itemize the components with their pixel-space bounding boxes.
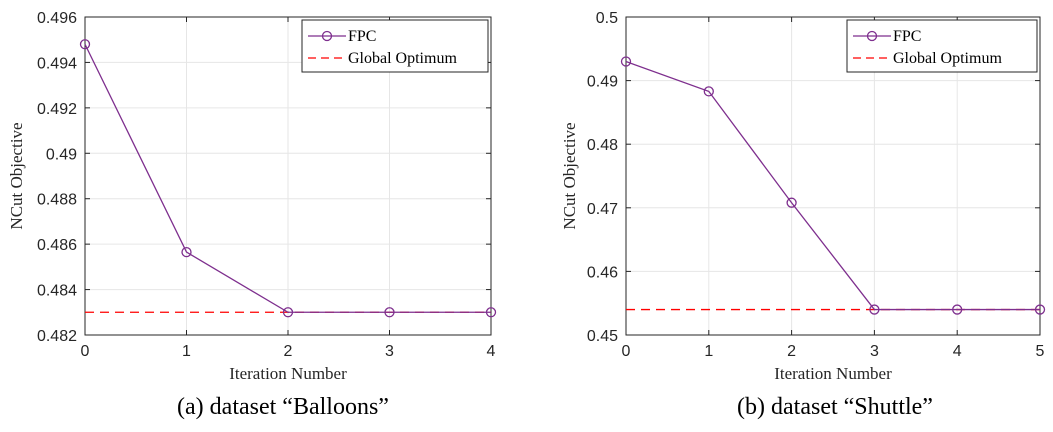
chart-shuttle: 0 1 2 3 4 5 0.45 0.46 0.47 0.48 0.49 0.5 Iteration N… — [527, 0, 1053, 390]
x-tick-label: 3 — [870, 343, 879, 360]
y-tick-label: 0.49 — [587, 74, 618, 91]
y-axis-label: NCut Objective — [560, 122, 579, 229]
x-tick-label: 1 — [704, 343, 713, 360]
y-tick-label: 0.5 — [596, 10, 618, 27]
x-tick-label: 2 — [284, 343, 293, 360]
y-tick-label: 0.46 — [587, 264, 618, 281]
x-axis-label: Iteration Number — [229, 364, 347, 383]
y-tick-label: 0.47 — [587, 201, 618, 218]
y-axis-label: NCut Objective — [7, 122, 26, 229]
y-tick-label: 0.494 — [37, 55, 77, 72]
x-tick-label: 4 — [953, 343, 962, 360]
x-tick-label: 5 — [1036, 343, 1045, 360]
legend-optimum-label: Global Optimum — [348, 50, 457, 67]
x-tick-label: 0 — [622, 343, 631, 360]
legend-fpc-label: FPC — [348, 28, 376, 45]
caption-balloons: (a) dataset “Balloons” — [0, 394, 526, 421]
y-tick-label: 0.486 — [37, 237, 77, 254]
y-tick-label: 0.492 — [37, 101, 77, 118]
x-tick-label: 0 — [81, 343, 90, 360]
y-tick-label: 0.48 — [587, 137, 618, 154]
subfigure-balloons: 0 1 2 3 4 0.482 0.484 0.486 0.488 0.49 0.492 0.494 0… — [0, 0, 526, 432]
y-tick-label: 0.49 — [46, 146, 77, 163]
chart-balloons: 0 1 2 3 4 0.482 0.484 0.486 0.488 0.49 0.492 0.494 0… — [0, 0, 526, 390]
legend: FPC Global Optimum — [847, 20, 1037, 72]
y-tick-label: 0.484 — [37, 283, 77, 300]
y-tick-label: 0.488 — [37, 192, 77, 209]
legend-optimum-label: Global Optimum — [893, 50, 1002, 67]
x-tick-label: 1 — [182, 343, 191, 360]
y-tick-label: 0.496 — [37, 10, 77, 27]
y-tick-label: 0.482 — [37, 328, 77, 345]
legend: FPC Global Optimum — [302, 20, 488, 72]
x-tick-label: 4 — [487, 343, 496, 360]
x-tick-label: 3 — [385, 343, 394, 360]
y-tick-label: 0.45 — [587, 328, 618, 345]
x-axis-label: Iteration Number — [774, 364, 892, 383]
caption-shuttle: (b) dataset “Shuttle” — [527, 394, 1053, 421]
x-tick-label: 2 — [787, 343, 796, 360]
subfigure-shuttle: 0 1 2 3 4 5 0.45 0.46 0.47 0.48 0.49 0.5 Iteration N… — [527, 0, 1053, 432]
legend-fpc-label: FPC — [893, 28, 921, 45]
